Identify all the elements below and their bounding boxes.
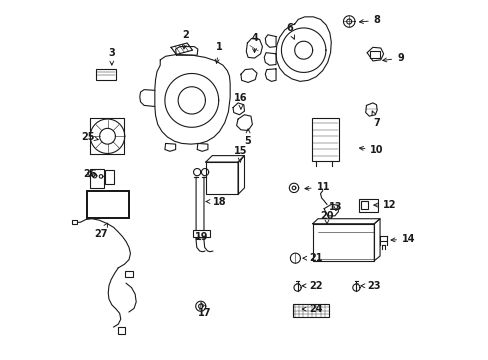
Bar bbox=[358, 199, 378, 212]
Text: 25: 25 bbox=[81, 132, 98, 142]
Text: 3: 3 bbox=[108, 48, 115, 65]
Text: 10: 10 bbox=[359, 144, 383, 154]
Text: 12: 12 bbox=[373, 200, 396, 210]
Bar bbox=[86, 191, 129, 218]
Text: 8: 8 bbox=[359, 15, 380, 26]
Text: 11: 11 bbox=[305, 182, 329, 192]
Text: 1: 1 bbox=[215, 42, 223, 63]
Text: 15: 15 bbox=[233, 146, 246, 162]
Bar bbox=[118, 327, 124, 334]
Text: 18: 18 bbox=[205, 197, 226, 207]
Text: 19: 19 bbox=[194, 232, 208, 242]
Text: 14: 14 bbox=[390, 234, 415, 244]
Bar bbox=[105, 170, 114, 184]
Bar bbox=[311, 118, 338, 161]
Text: 6: 6 bbox=[285, 23, 294, 39]
Text: 21: 21 bbox=[302, 253, 322, 263]
Text: 22: 22 bbox=[302, 281, 322, 291]
Bar bbox=[90, 169, 104, 188]
Text: 24: 24 bbox=[302, 304, 322, 314]
Text: 13: 13 bbox=[328, 202, 342, 212]
Bar bbox=[205, 162, 238, 194]
Bar bbox=[192, 230, 210, 237]
Text: 27: 27 bbox=[94, 223, 107, 239]
Bar bbox=[125, 271, 132, 277]
Text: 5: 5 bbox=[244, 129, 251, 145]
Text: 26: 26 bbox=[82, 168, 96, 179]
Text: 9: 9 bbox=[382, 53, 403, 63]
Bar bbox=[72, 220, 77, 225]
Text: 17: 17 bbox=[198, 302, 211, 318]
Bar bbox=[360, 201, 367, 210]
Text: 4: 4 bbox=[251, 33, 257, 53]
Text: 7: 7 bbox=[371, 111, 380, 128]
Bar bbox=[96, 69, 116, 80]
Bar bbox=[292, 304, 328, 318]
Text: 23: 23 bbox=[360, 281, 380, 291]
Text: 16: 16 bbox=[234, 93, 247, 109]
Text: 2: 2 bbox=[182, 30, 188, 49]
Text: 20: 20 bbox=[320, 211, 333, 224]
Bar bbox=[369, 51, 379, 58]
